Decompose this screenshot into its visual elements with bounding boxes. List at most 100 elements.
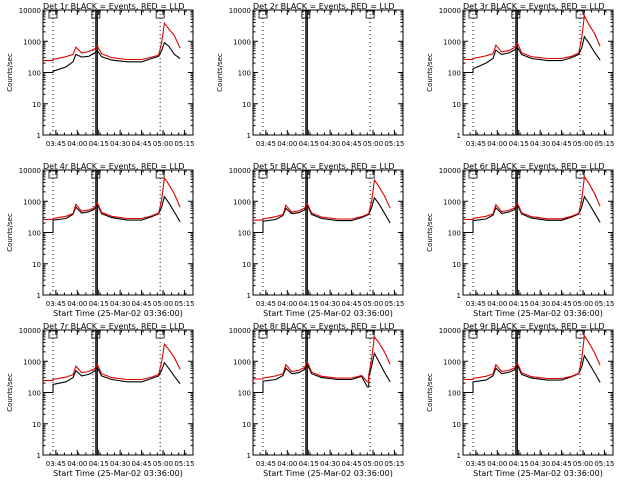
x-tick-label: 04:45 <box>131 140 151 148</box>
marker-flag <box>258 170 268 179</box>
y-tick-label: 1000 <box>443 38 461 46</box>
panel-title: Det 6r BLACK = Events, RED = LLD <box>463 162 605 171</box>
series-line-lld <box>43 176 181 221</box>
x-tick-label: 04:00 <box>487 300 507 308</box>
y-tick-label: 100 <box>238 230 251 238</box>
marker-flag <box>365 170 375 179</box>
y-tick-label: 10 <box>242 261 251 269</box>
series-line-lld <box>463 175 601 221</box>
y-tick-label: 1 <box>37 292 41 300</box>
x-tick-label: 04:45 <box>341 140 361 148</box>
y-tick-label: 10 <box>32 101 41 109</box>
x-axis-label: Start Time (25-Mar-02 03:36:00) <box>473 309 603 318</box>
panel-det-8r: Det 8r BLACK = Events, RED = LLD 1 10 100 10… <box>229 322 405 478</box>
y-tick-label: 1 <box>457 452 461 460</box>
marker-flag <box>511 330 521 339</box>
x-tick-label: 04:15 <box>509 460 529 468</box>
x-tick-label: 05:15 <box>384 460 404 468</box>
x-tick-label: 05:00 <box>153 300 173 308</box>
x-tick-label: 04:45 <box>131 460 151 468</box>
y-tick-label: 1 <box>247 292 251 300</box>
series-line-events <box>43 361 181 394</box>
panel-title: Det 5r BLACK = Events, RED = LLD <box>253 162 395 171</box>
x-tick-label: 05:15 <box>594 300 614 308</box>
y-tick-label: 10000 <box>439 167 461 175</box>
panel-title: Det 7r BLACK = Events, RED = LLD <box>43 322 185 331</box>
series-line-events <box>463 35 601 74</box>
x-tick-label: 04:00 <box>67 300 87 308</box>
x-axis-label: Start Time (25-Mar-02 03:36:00) <box>53 309 183 318</box>
series-line-lld <box>463 13 601 61</box>
x-tick-label: 04:30 <box>320 300 340 308</box>
plot-frame <box>42 9 194 136</box>
y-tick-label: 1000 <box>233 198 251 206</box>
y-tick-label: 1 <box>457 132 461 140</box>
marker-flag <box>91 10 101 19</box>
x-tick-label: 05:00 <box>363 460 383 468</box>
x-axis-label: Start Time (25-Mar-02 03:36:00) <box>263 309 393 318</box>
series-line-lld <box>43 21 181 62</box>
x-tick-label: 03:45 <box>256 140 276 148</box>
y-tick-label: 1000 <box>23 198 41 206</box>
x-tick-label: 05:15 <box>594 140 614 148</box>
x-tick-label: 04:00 <box>487 140 507 148</box>
marker-flag <box>301 330 311 339</box>
marker-flag <box>468 170 478 179</box>
y-axis-label: Counts/sec <box>216 53 224 92</box>
y-axis-label: Counts/sec <box>6 373 14 412</box>
x-tick-label: 04:30 <box>320 140 340 148</box>
y-tick-label: 1000 <box>233 358 251 366</box>
marker-flag <box>48 170 58 179</box>
x-tick-label: 04:30 <box>530 300 550 308</box>
x-tick-label: 04:45 <box>341 300 361 308</box>
y-tick-label: 10 <box>32 261 41 269</box>
marker-flag <box>258 10 268 19</box>
x-tick-label: 04:45 <box>131 300 151 308</box>
x-tick-label: 05:00 <box>363 140 383 148</box>
y-axis-label: Counts/sec <box>426 213 434 252</box>
x-tick-label: 05:15 <box>384 300 404 308</box>
x-tick-label: 04:45 <box>551 140 571 148</box>
marker-flag <box>511 170 521 179</box>
plot-frame <box>462 9 614 136</box>
y-tick-label: 100 <box>28 70 41 78</box>
x-tick-label: 04:15 <box>299 140 319 148</box>
x-tick-label: 04:30 <box>110 460 130 468</box>
x-axis-label: Start Time (25-Mar-02 03:36:00) <box>53 469 183 478</box>
x-tick-label: 03:45 <box>256 460 276 468</box>
x-tick-label: 03:45 <box>46 300 66 308</box>
marker-flag <box>258 330 268 339</box>
y-tick-label: 10 <box>242 421 251 429</box>
x-tick-label: 04:00 <box>277 140 297 148</box>
y-tick-label: 10 <box>452 421 461 429</box>
panel-det-2r: Det 2r BLACK = Events, RED = LLD 1 10 100 10… <box>216 2 405 148</box>
x-tick-label: 03:45 <box>256 300 276 308</box>
plot-frame <box>252 9 404 136</box>
x-tick-label: 04:30 <box>320 460 340 468</box>
y-tick-label: 1 <box>247 452 251 460</box>
x-tick-label: 05:15 <box>174 460 194 468</box>
series-line-lld <box>253 178 391 221</box>
panel-title: Det 1r BLACK = Events, RED = LLD <box>43 2 185 11</box>
plot-frame <box>462 169 614 296</box>
marker-flag <box>91 170 101 179</box>
panel-title: Det 8r BLACK = Events, RED = LLD <box>253 322 395 331</box>
series-line-events <box>253 196 391 234</box>
y-tick-label: 100 <box>28 230 41 238</box>
x-tick-label: 04:00 <box>67 460 87 468</box>
panel-det-5r: Det 5r BLACK = Events, RED = LLD 1 10 100 10… <box>229 162 405 318</box>
y-tick-label: 10 <box>452 261 461 269</box>
marker-flag <box>511 10 521 19</box>
marker-flag <box>301 10 311 19</box>
x-tick-label: 04:15 <box>89 300 109 308</box>
x-tick-label: 05:00 <box>363 300 383 308</box>
y-tick-label: 10 <box>242 101 251 109</box>
series-line-events <box>253 351 391 394</box>
plot-frame <box>462 329 614 456</box>
x-axis-label: Start Time (25-Mar-02 03:36:00) <box>473 469 603 478</box>
y-tick-label: 10000 <box>229 167 251 175</box>
x-tick-label: 04:15 <box>89 140 109 148</box>
marker-flag <box>468 10 478 19</box>
x-tick-label: 04:30 <box>110 140 130 148</box>
